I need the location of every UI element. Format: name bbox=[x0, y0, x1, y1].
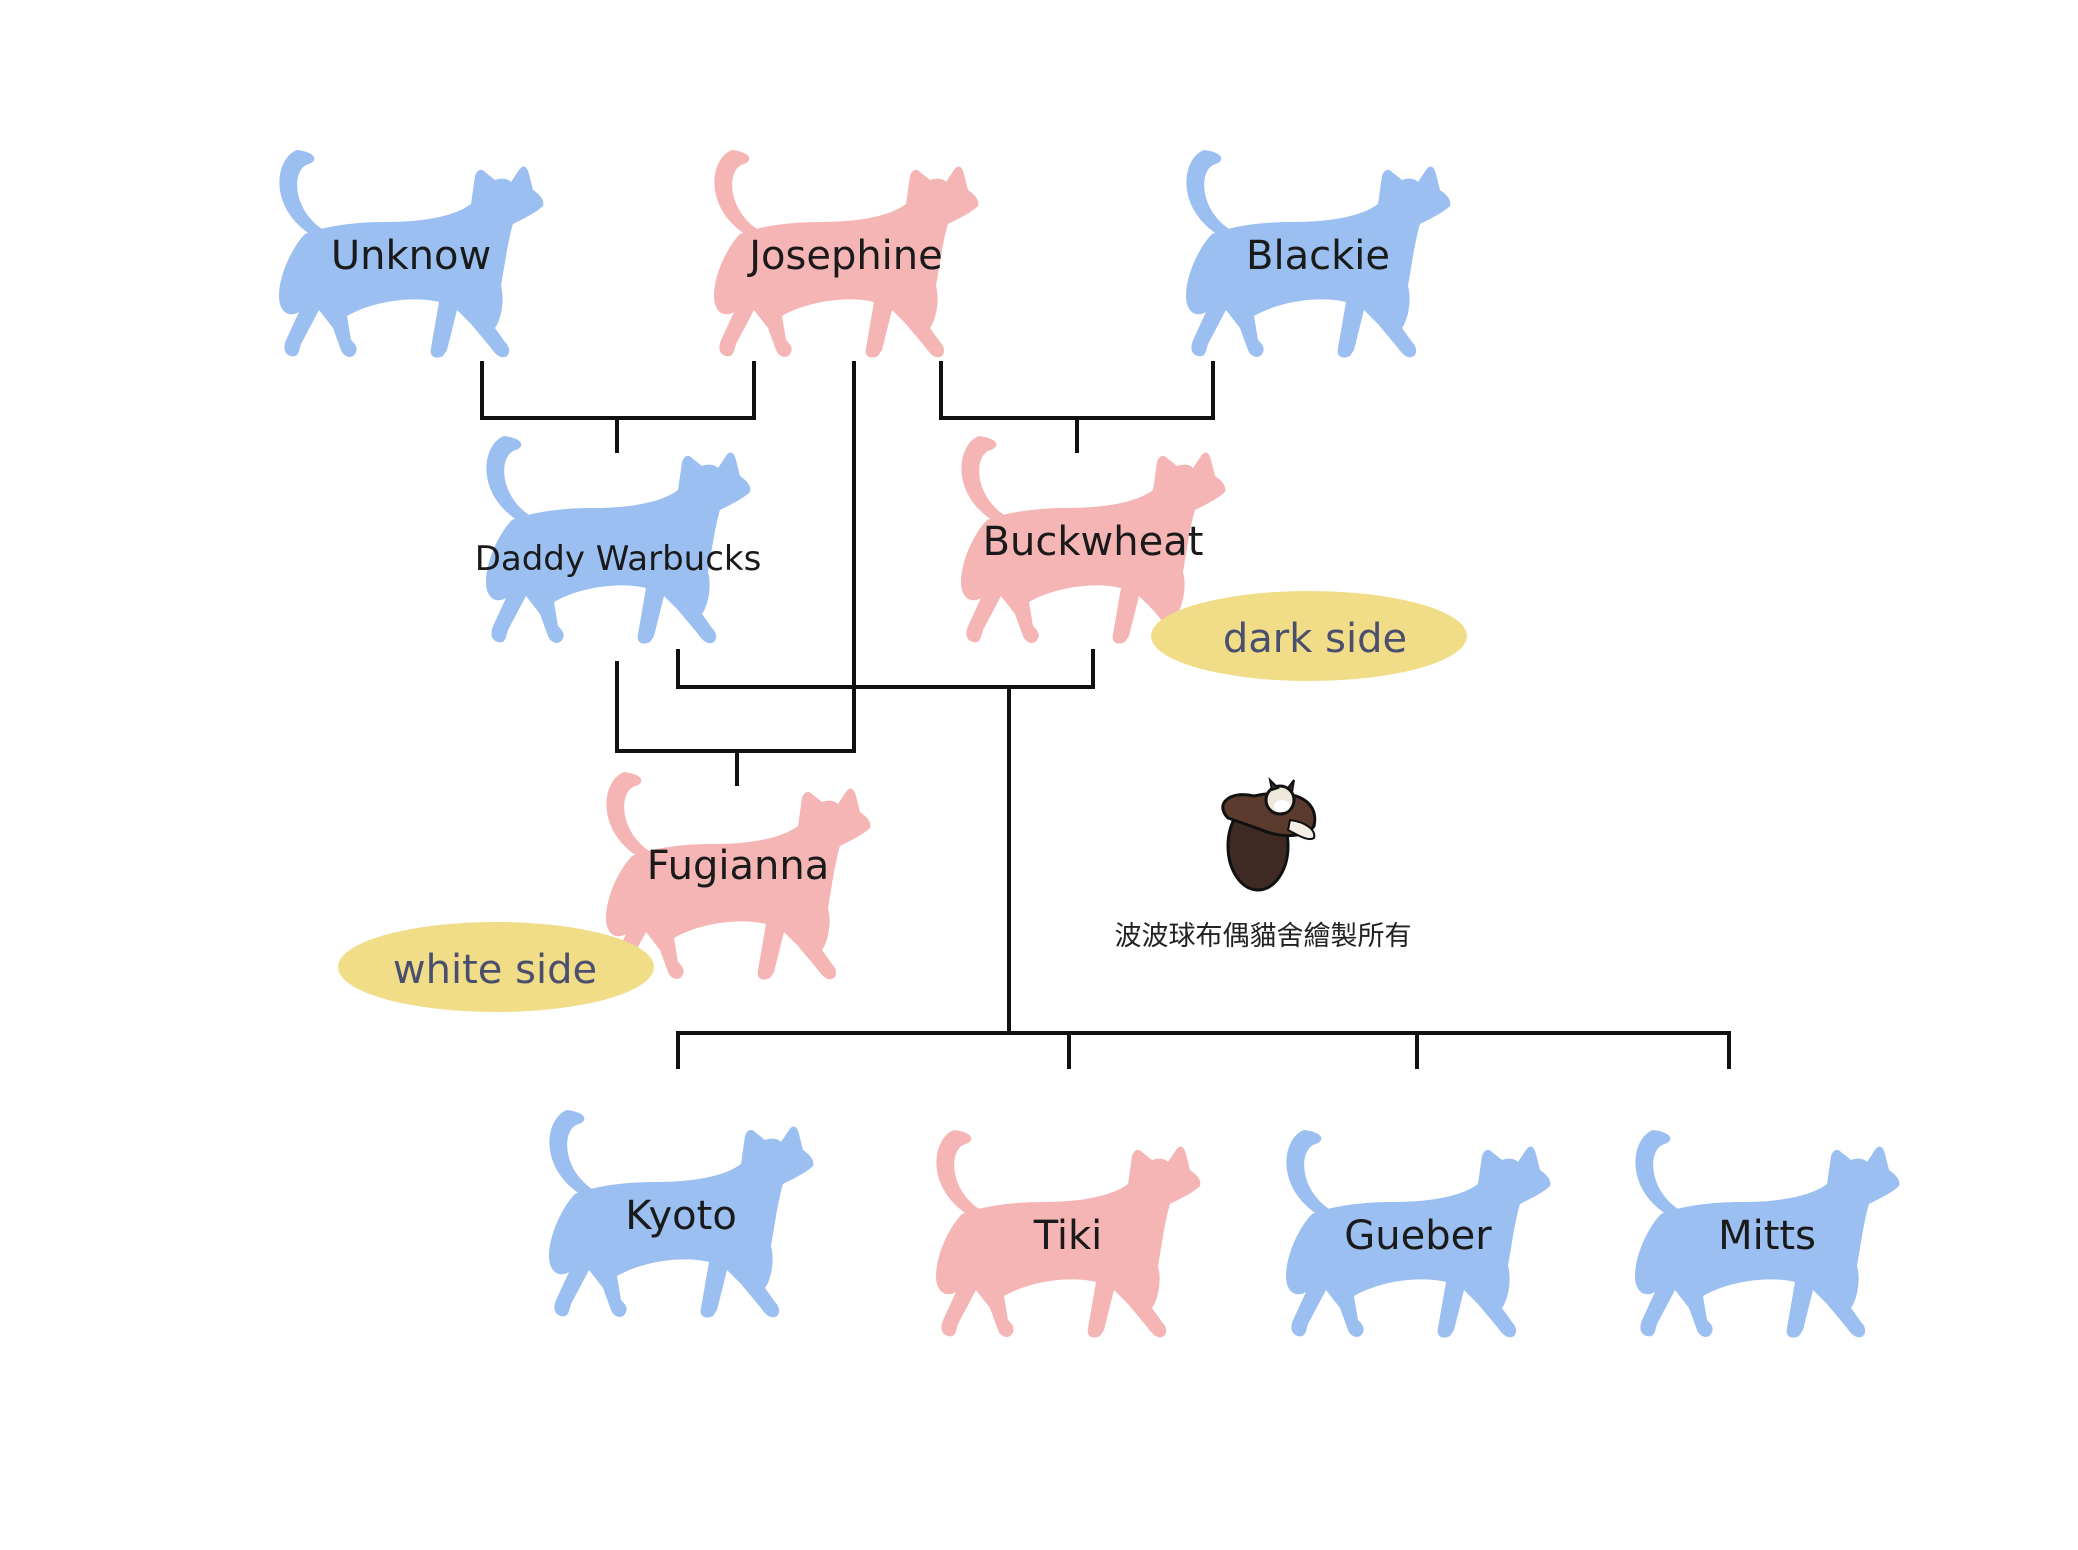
cat-name-buckwheat: Buckwheat bbox=[983, 519, 1204, 565]
cat-name-blackie: Blackie bbox=[1246, 233, 1390, 279]
cat-josephine: Josephine bbox=[714, 150, 979, 358]
cat-name-mitts: Mitts bbox=[1718, 1213, 1816, 1259]
cat-fugianna: Fugianna bbox=[606, 772, 871, 980]
cat-name-unknow: Unknow bbox=[331, 233, 491, 279]
cat-name-fugianna: Fugianna bbox=[647, 843, 829, 889]
link-daddy-fugianna bbox=[615, 661, 856, 786]
badge-white-side: white side bbox=[338, 922, 654, 1012]
link-litter-bar bbox=[676, 1031, 1731, 1069]
badge-dark-side-label: dark side bbox=[1223, 616, 1407, 662]
cat-unknow: Unknow bbox=[279, 150, 544, 358]
cat-daddy-warbucks: Daddy Warbucks bbox=[475, 436, 762, 644]
link-daddy-buckwheat bbox=[676, 649, 1095, 1035]
cat-name-josephine: Josephine bbox=[746, 233, 943, 279]
cat-buckwheat: Buckwheat bbox=[961, 436, 1226, 644]
cat-name-tiki: Tiki bbox=[1033, 1213, 1103, 1259]
cat-tiki: Tiki bbox=[936, 1130, 1201, 1338]
cat-gueber: Gueber bbox=[1286, 1130, 1551, 1338]
link-unknow-josephine bbox=[480, 361, 756, 453]
badge-dark-side: dark side bbox=[1151, 591, 1467, 681]
cat-mitts: Mitts bbox=[1635, 1130, 1900, 1338]
ragdoll-cat-logo-icon bbox=[1221, 776, 1317, 892]
badge-white-side-label: white side bbox=[393, 947, 597, 993]
cat-name-kyoto: Kyoto bbox=[625, 1193, 737, 1239]
cat-blackie: Blackie bbox=[1186, 150, 1451, 358]
credit-text: 波波球布偶貓舍繪製所有 bbox=[1115, 921, 1412, 952]
cat-name-daddy-warbucks: Daddy Warbucks bbox=[475, 539, 762, 579]
cat-name-gueber: Gueber bbox=[1344, 1213, 1492, 1259]
cat-kyoto: Kyoto bbox=[549, 1110, 814, 1318]
link-josephine-blackie bbox=[939, 361, 1215, 453]
pedigree-lines bbox=[480, 361, 1731, 1069]
